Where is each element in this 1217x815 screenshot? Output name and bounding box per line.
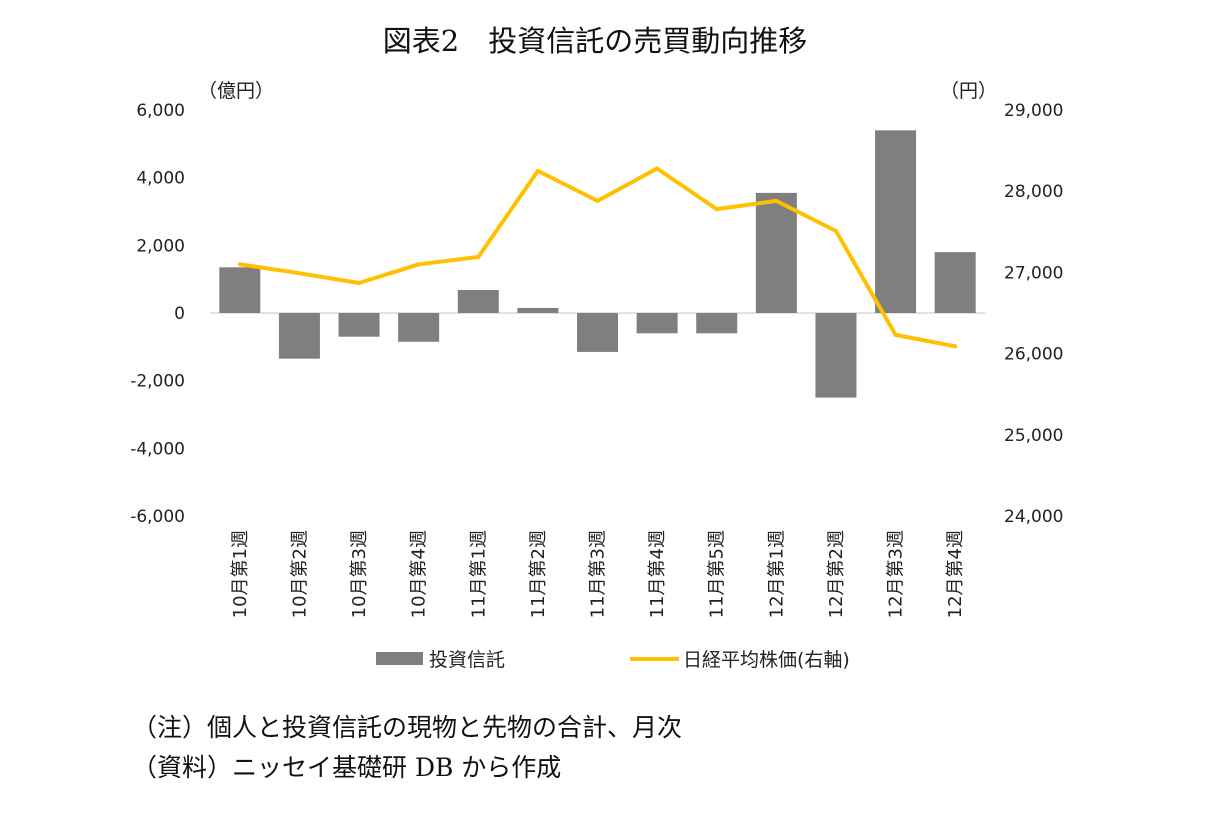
bar bbox=[755, 192, 797, 313]
category-label: 11月第2週 bbox=[528, 530, 549, 618]
bar bbox=[636, 313, 678, 334]
line-series bbox=[237, 166, 958, 349]
bar bbox=[278, 313, 320, 359]
line-point bbox=[297, 271, 302, 276]
category-label: 11月第3週 bbox=[588, 530, 609, 618]
bar bbox=[875, 130, 917, 313]
right-axis-unit: （円） bbox=[940, 80, 997, 102]
source-text: （資料）ニッセイ基礎研 DB から作成 bbox=[132, 753, 562, 782]
line-point bbox=[357, 280, 362, 285]
bar bbox=[517, 307, 559, 313]
bar bbox=[934, 252, 976, 313]
bar bbox=[577, 313, 618, 352]
right-axis-ticks: 29,000 28,000 27,000 26,000 25,000 24,000 bbox=[1004, 101, 1063, 527]
category-labels: 10月第1週 10月第2週 10月第3週 10月第4週 11月第1週 11月第2週 11月第… bbox=[230, 530, 966, 618]
right-tick-label: 24,000 bbox=[1004, 507, 1063, 527]
legend: 投資信託 日経平均株価(右軸) bbox=[376, 649, 850, 671]
line-point bbox=[893, 332, 898, 337]
right-tick-label: 25,000 bbox=[1004, 426, 1063, 446]
line-point bbox=[774, 198, 779, 203]
left-tick-label: 4,000 bbox=[136, 169, 185, 189]
legend-label-bar: 投資信託 bbox=[429, 649, 505, 671]
category-label: 10月第2週 bbox=[289, 530, 310, 618]
line-point bbox=[595, 198, 600, 203]
line-point bbox=[237, 262, 242, 267]
legend-label-line: 日経平均株価(右軸) bbox=[683, 649, 850, 671]
left-axis-unit: （億円） bbox=[198, 80, 274, 102]
legend-swatch-bar bbox=[376, 652, 423, 665]
line-point bbox=[714, 207, 719, 212]
line-point bbox=[833, 228, 838, 233]
bar bbox=[696, 313, 738, 334]
bar-series bbox=[219, 130, 976, 398]
bar bbox=[338, 313, 380, 337]
category-label: 12月第4週 bbox=[945, 530, 966, 618]
line-point bbox=[953, 344, 958, 349]
line-point bbox=[535, 168, 540, 173]
category-label: 12月第2週 bbox=[826, 530, 847, 618]
left-tick-label: 2,000 bbox=[136, 236, 185, 256]
bar bbox=[457, 289, 499, 313]
bar bbox=[398, 313, 440, 342]
left-axis-ticks: 6,000 4,000 2,000 0 -2,000 -4,000 -6,000 bbox=[130, 101, 185, 527]
category-label: 11月第5週 bbox=[707, 530, 728, 618]
left-tick-label: -4,000 bbox=[130, 439, 185, 459]
line-point bbox=[476, 254, 481, 259]
line-point bbox=[416, 262, 421, 267]
left-tick-label: -2,000 bbox=[130, 372, 185, 392]
right-tick-label: 29,000 bbox=[1004, 101, 1063, 121]
left-tick-label: 0 bbox=[174, 304, 185, 324]
bar bbox=[815, 313, 857, 398]
category-label: 12月第3週 bbox=[886, 530, 907, 618]
right-tick-label: 26,000 bbox=[1004, 345, 1063, 365]
category-label: 10月第1週 bbox=[230, 530, 251, 618]
chart-title: 図表2 投資信託の売買動向推移 bbox=[383, 24, 807, 58]
category-label: 11月第1週 bbox=[468, 530, 489, 618]
category-label: 12月第1週 bbox=[766, 530, 787, 618]
category-label: 10月第4週 bbox=[409, 530, 430, 618]
line-point bbox=[655, 166, 660, 171]
right-tick-label: 28,000 bbox=[1004, 182, 1063, 202]
bar bbox=[219, 267, 261, 313]
left-tick-label: -6,000 bbox=[130, 507, 185, 527]
note-text: （注）個人と投資信託の現物と先物の合計、月次 bbox=[132, 713, 683, 742]
category-label: 10月第3週 bbox=[349, 530, 370, 618]
category-label: 11月第4週 bbox=[647, 530, 668, 618]
left-tick-label: 6,000 bbox=[136, 101, 185, 121]
right-tick-label: 27,000 bbox=[1004, 263, 1063, 283]
